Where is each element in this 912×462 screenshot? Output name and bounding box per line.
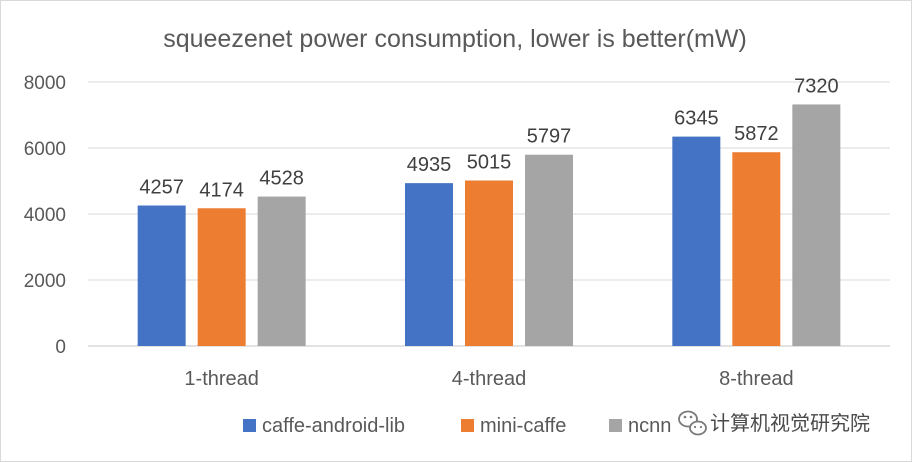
bar-caffe-android-lib-8-thread	[672, 136, 721, 346]
legend-swatch-ncnn	[609, 419, 622, 432]
y-tick-label: 6000	[24, 139, 66, 160]
x-category-label: 8-thread	[719, 368, 794, 390]
x-category-label: 1-thread	[184, 368, 259, 390]
bar-caffe-android-lib-1-thread	[137, 205, 186, 346]
bar-ncnn-1-thread	[257, 196, 306, 346]
bar-ncnn-4-thread	[525, 154, 573, 346]
y-axis-ticks: 0 2000 4000 6000 8000	[24, 73, 66, 358]
legend-swatch-mini-caffe	[461, 419, 474, 432]
legend: caffe-android-lib mini-caffe ncnn	[243, 415, 671, 437]
y-tick-label: 0	[55, 337, 66, 358]
legend-label: caffe-android-lib	[262, 415, 405, 437]
data-label: 4257	[139, 177, 184, 199]
data-label: 4528	[259, 168, 304, 190]
y-tick-label: 2000	[24, 271, 66, 292]
data-label: 4174	[199, 179, 244, 201]
bar-mini-caffe-8-thread	[732, 152, 781, 346]
y-tick-label: 8000	[24, 73, 66, 94]
data-label: 5872	[734, 123, 779, 145]
wechat-icon	[678, 410, 707, 436]
watermark-text: 计算机视觉研究院	[710, 411, 870, 435]
data-label: 6345	[674, 108, 719, 130]
data-label: 7320	[794, 75, 839, 97]
x-category-label: 4-thread	[452, 368, 527, 390]
bar-ncnn-8-thread	[792, 104, 841, 346]
bar-mini-caffe-1-thread	[197, 208, 246, 346]
data-label: 5015	[467, 152, 512, 174]
bar-mini-caffe-4-thread	[465, 180, 513, 346]
bar-caffe-android-lib-4-thread	[405, 183, 453, 346]
legend-label: ncnn	[628, 415, 671, 437]
data-label: 4935	[407, 154, 452, 176]
legend-swatch-caffe-android-lib	[243, 419, 256, 432]
chart-title: squeezenet power consumption, lower is b…	[163, 25, 747, 53]
data-label: 5797	[527, 126, 572, 148]
legend-label: mini-caffe	[480, 415, 566, 437]
watermark: 计算机视觉研究院	[678, 410, 870, 436]
y-tick-label: 4000	[24, 205, 66, 226]
bars	[137, 104, 841, 346]
x-axis-categories: 1-thread 4-thread 8-thread	[184, 368, 793, 390]
data-labels: 4257 4174 4528 4935 5015 5797 6345 5872 7320	[139, 75, 838, 201]
